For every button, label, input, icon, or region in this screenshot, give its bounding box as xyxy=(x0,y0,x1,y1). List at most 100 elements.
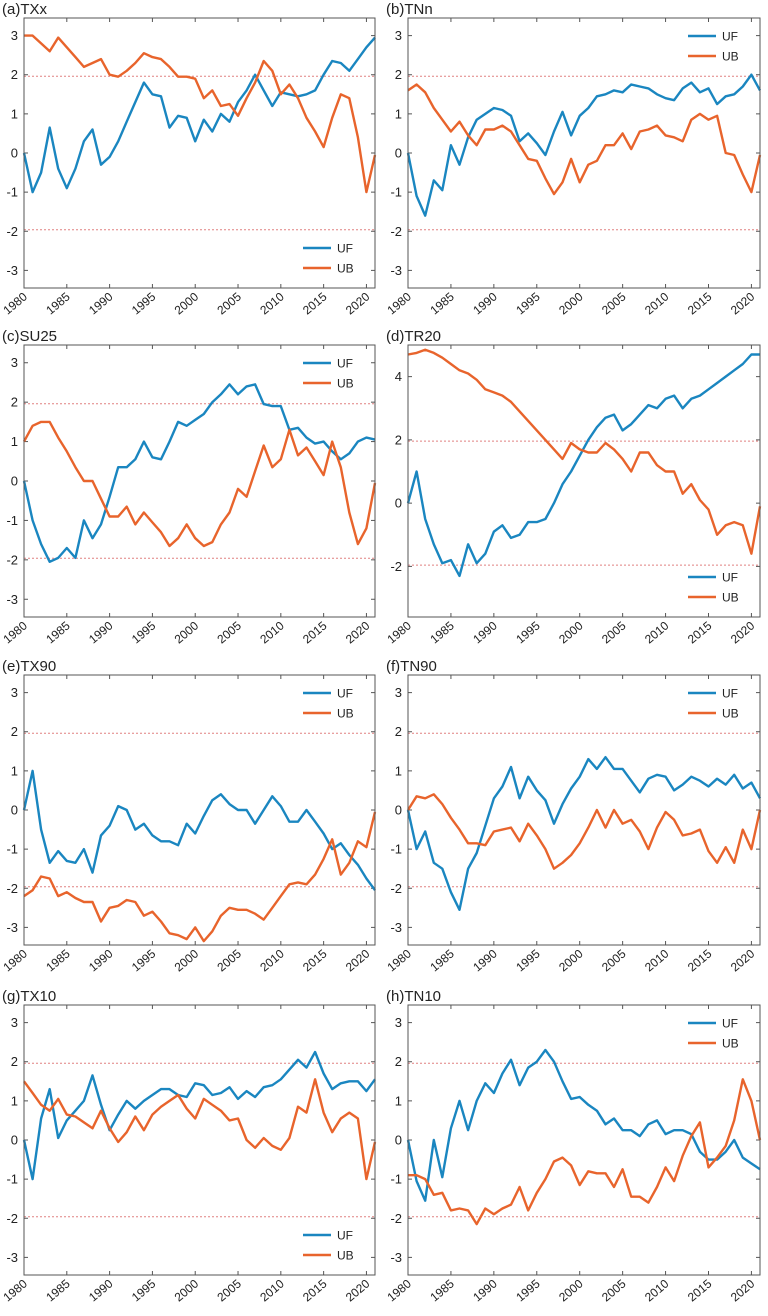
x-tick-label: 2000 xyxy=(172,618,202,646)
x-tick-label: 2015 xyxy=(300,1276,330,1304)
y-tick-label: 2 xyxy=(11,395,18,410)
x-tick-label: 2005 xyxy=(214,289,244,317)
series-line-ub xyxy=(23,1078,377,1181)
x-tick-label: 1980 xyxy=(0,1276,30,1304)
y-tick-label: -1 xyxy=(390,1172,402,1187)
y-tick-label: 3 xyxy=(395,685,402,700)
y-tick-label: -2 xyxy=(390,881,402,896)
x-tick-label: 1985 xyxy=(43,618,73,646)
series-line-uf xyxy=(406,353,760,578)
legend-label: UF xyxy=(337,1229,353,1243)
y-tick-label: 2 xyxy=(395,432,402,447)
x-tick-label: 2010 xyxy=(257,289,287,317)
x-tick-label: 1985 xyxy=(427,618,457,646)
chart-title: (f)TN90 xyxy=(386,658,437,675)
chart-panel: (f)TN90 -3 -2 -1 0 1 2 3 1980 1985 1990 1995 2000 200… xyxy=(384,658,762,974)
x-tick-label: 2020 xyxy=(343,946,373,974)
plot-frame xyxy=(23,1004,376,1276)
y-tick-label: 3 xyxy=(395,1015,402,1030)
plot-frame xyxy=(407,674,761,946)
y-tick-label: -2 xyxy=(6,552,18,567)
x-tick-label: 2000 xyxy=(172,1276,202,1304)
plot-frame xyxy=(23,674,376,946)
x-tick-label: 1985 xyxy=(427,946,457,974)
plot-frame xyxy=(407,17,761,289)
y-tick-label: -3 xyxy=(6,920,18,935)
x-tick-label: 2000 xyxy=(172,289,202,317)
x-tick-label: 2010 xyxy=(642,946,672,974)
x-tick-label: 2010 xyxy=(257,1276,287,1304)
y-tick-label: -1 xyxy=(390,842,402,857)
y-tick-label: 3 xyxy=(11,1015,18,1030)
y-tick-label: -2 xyxy=(6,881,18,896)
x-tick-label: 1995 xyxy=(129,618,159,646)
x-tick-label: 2005 xyxy=(214,618,244,646)
x-tick-label: 2005 xyxy=(599,289,629,317)
y-tick-label: -1 xyxy=(6,513,18,528)
y-tick-label: -1 xyxy=(390,185,402,200)
x-tick-label: 1990 xyxy=(86,289,116,317)
x-tick-label: 2010 xyxy=(257,618,287,646)
x-tick-label: 1990 xyxy=(470,618,500,646)
legend-label: UB xyxy=(722,707,739,721)
y-tick-label: -2 xyxy=(390,1211,402,1226)
y-tick-label: -2 xyxy=(6,224,18,239)
x-tick-label: 2005 xyxy=(214,1276,244,1304)
y-tick-label: 0 xyxy=(11,146,18,161)
x-tick-label: 2005 xyxy=(599,1276,629,1304)
legend-label: UF xyxy=(722,571,738,585)
series-line-uf xyxy=(22,383,376,563)
legend-label: UB xyxy=(722,591,739,605)
y-tick-label: 1 xyxy=(11,106,18,121)
series-line-uf xyxy=(406,1048,761,1202)
x-tick-label: 2020 xyxy=(728,946,758,974)
x-tick-label: 1985 xyxy=(43,946,73,974)
x-tick-label: 1995 xyxy=(513,1276,543,1304)
chart-title: (e)TX90 xyxy=(2,658,56,675)
y-tick-label: -2 xyxy=(390,224,402,239)
y-tick-label: 0 xyxy=(395,803,402,818)
chart-panel: (c)SU25 -3 -2 -1 0 1 2 3 1980 1985 1990 1995 2000 200… xyxy=(0,328,377,646)
x-tick-label: 1995 xyxy=(513,289,543,317)
chart-panel: (b)TNn -3 -2 -1 0 1 2 3 1980 1985 1990 1995 2000 2005… xyxy=(384,1,762,317)
y-tick-label: 1 xyxy=(395,1093,402,1108)
x-tick-label: 2020 xyxy=(343,618,373,646)
y-tick-label: -3 xyxy=(6,1250,18,1265)
chart-title: (d)TR20 xyxy=(386,328,441,345)
series-line-uf xyxy=(406,756,762,911)
series-line-uf xyxy=(22,1050,376,1181)
x-tick-label: 1985 xyxy=(427,289,457,317)
x-tick-label: 2015 xyxy=(685,618,715,646)
y-tick-label: -1 xyxy=(6,842,18,857)
x-tick-label: 2000 xyxy=(172,946,202,974)
x-tick-label: 1990 xyxy=(470,1276,500,1304)
legend-label: UB xyxy=(337,1249,354,1263)
chart-title: (a)TXx xyxy=(2,1,48,18)
x-tick-label: 1990 xyxy=(470,289,500,317)
series-line-uf xyxy=(22,36,376,194)
x-tick-label: 2000 xyxy=(556,1276,586,1304)
x-tick-label: 2020 xyxy=(728,289,758,317)
y-tick-label: 3 xyxy=(11,355,18,370)
x-tick-label: 2020 xyxy=(728,618,758,646)
x-tick-label: 1995 xyxy=(513,946,543,974)
plot-frame xyxy=(407,344,761,618)
chart-title: (c)SU25 xyxy=(2,328,57,345)
y-tick-label: -3 xyxy=(390,263,402,278)
y-tick-label: 0 xyxy=(395,1133,402,1148)
chart-panel: (a)TXx -3 -2 -1 0 1 2 3 1980 1985 1990 1995 2000 2005… xyxy=(0,1,377,317)
chart-title: (b)TNn xyxy=(386,1,433,18)
x-tick-label: 2000 xyxy=(556,289,586,317)
y-tick-label: 0 xyxy=(11,1133,18,1148)
y-tick-label: 1 xyxy=(11,434,18,449)
y-tick-label: -1 xyxy=(6,185,18,200)
y-tick-label: 0 xyxy=(11,803,18,818)
y-tick-label: 3 xyxy=(11,28,18,43)
legend-label: UB xyxy=(337,262,354,276)
plot-frame xyxy=(23,17,376,289)
y-tick-label: 0 xyxy=(395,146,402,161)
x-tick-label: 2015 xyxy=(685,1276,715,1304)
y-tick-label: 1 xyxy=(395,763,402,778)
legend-label: UF xyxy=(722,30,738,44)
x-tick-label: 2005 xyxy=(599,618,629,646)
